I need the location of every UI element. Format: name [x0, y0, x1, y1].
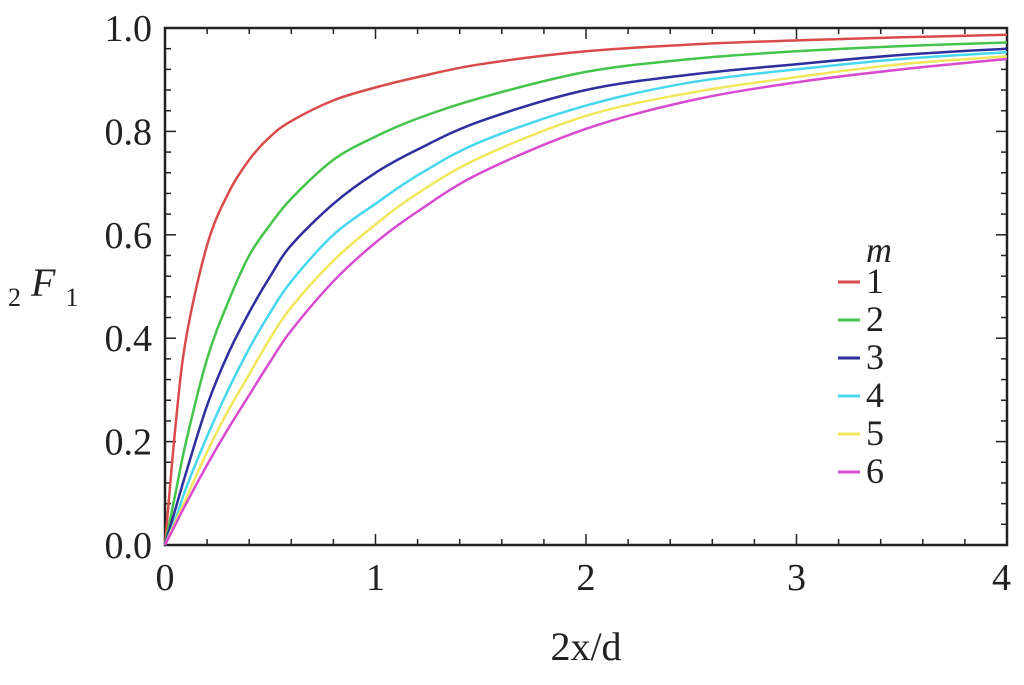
legend-label: 6: [866, 451, 884, 491]
legend-label: 5: [866, 413, 884, 453]
series-line-m6: [163, 57, 1008, 546]
legend-title: m: [866, 230, 892, 270]
series-line-m5: [163, 55, 1008, 546]
legend-label: 1: [866, 261, 884, 301]
legend-label: 3: [866, 337, 884, 377]
y-tick-label: 0.6: [105, 215, 153, 257]
x-tick-label: 0: [156, 557, 175, 599]
series-line-m1: [163, 33, 1008, 546]
legend-label: 2: [866, 299, 884, 339]
y-tick-label: 1.0: [105, 8, 153, 50]
x-tick-label: 2: [577, 557, 596, 599]
tick-labels: 0 1 2 3 40.00.20.40.60.81.0: [105, 8, 1012, 599]
series-lines: [163, 33, 1008, 546]
y-axis-label-main: F: [30, 260, 56, 305]
y-axis-label: 2 F 1: [8, 260, 78, 315]
series-line-m2: [163, 41, 1008, 546]
legend-label: 4: [866, 375, 884, 415]
x-axis-label: 2x/d: [550, 624, 621, 669]
series-line-m4: [163, 51, 1008, 546]
x-tick-label: 4: [992, 557, 1011, 599]
y-tick-label: 0.4: [105, 318, 153, 360]
y-axis-label-prefix: 2: [8, 283, 21, 312]
x-tick-label: 3: [787, 557, 806, 599]
x-tick-label: 1: [366, 557, 385, 599]
series-line-m3: [163, 47, 1008, 546]
y-axis-label-sub: 1: [65, 283, 78, 312]
ticks: [164, 27, 1008, 546]
y-tick-label: 0.0: [105, 525, 153, 567]
y-tick-label: 0.2: [105, 422, 153, 464]
y-tick-label: 0.8: [105, 111, 153, 153]
